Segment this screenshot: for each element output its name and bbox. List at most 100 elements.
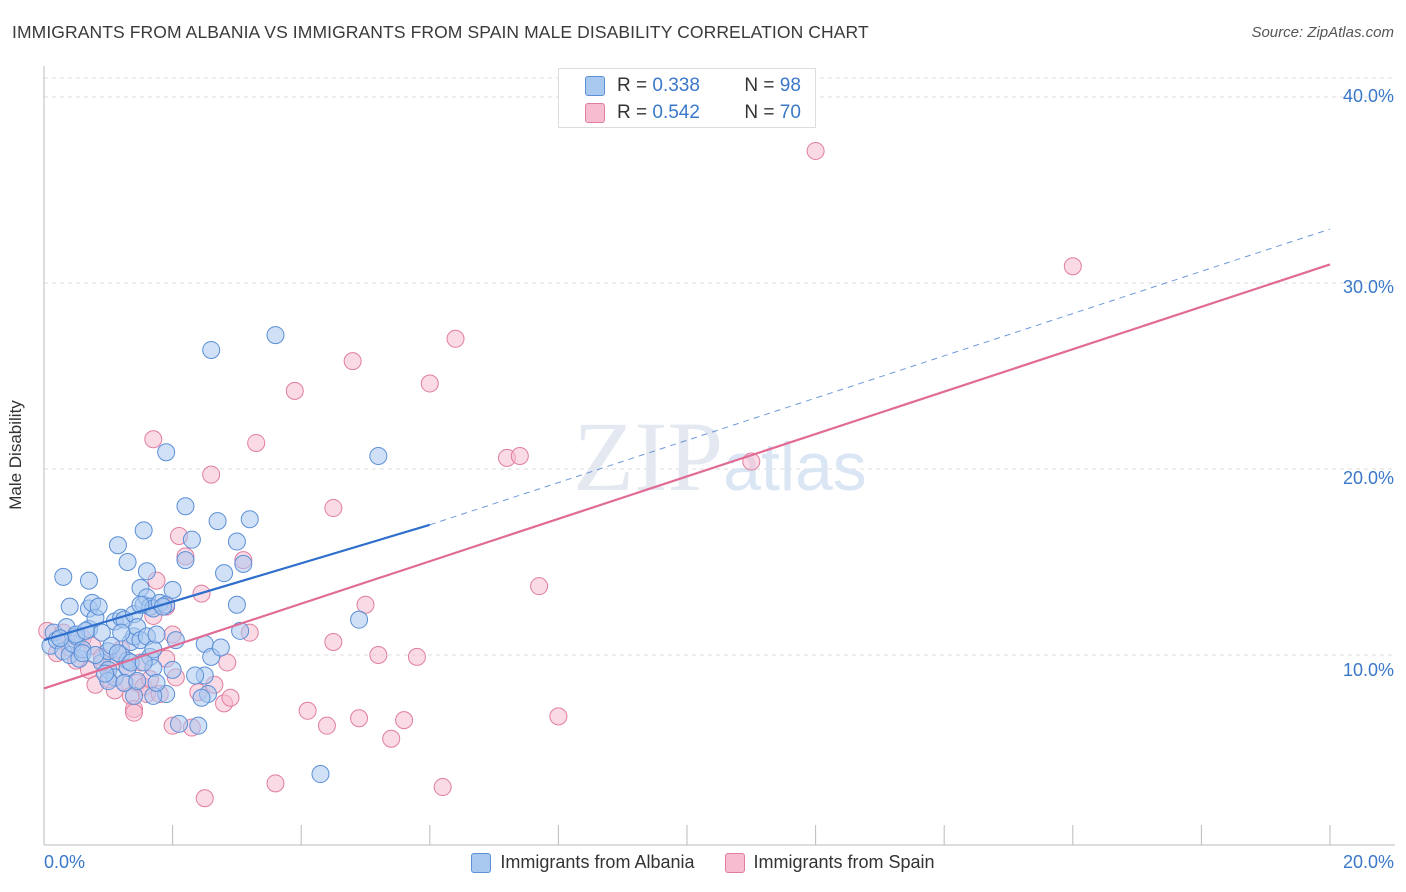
albania-point (80, 571, 99, 590)
stats-row-albania: R = 0.338 N = 98 (585, 73, 801, 99)
legend-item-albania[interactable]: Immigrants from Albania (471, 852, 695, 873)
spain-point (324, 632, 343, 651)
albania-trend-line (43, 523, 431, 642)
spain-point (324, 499, 343, 518)
spain-point (382, 729, 401, 748)
spain-point (195, 789, 214, 808)
albania-point (369, 446, 388, 465)
spain-point (806, 141, 825, 160)
albania-point (227, 595, 246, 614)
watermark-zip: ZIP (573, 401, 723, 512)
albania-point (189, 716, 208, 735)
trend-lines (43, 228, 1331, 690)
spain-point (407, 647, 426, 666)
albania-point (60, 597, 79, 616)
albania-point (89, 597, 108, 616)
spain-point (369, 646, 388, 664)
spain-point (298, 701, 317, 720)
legend-item-spain[interactable]: Immigrants from Spain (724, 852, 935, 873)
spain-point (218, 653, 237, 672)
y-tick-label: 40.0% (1342, 86, 1394, 106)
albania-points (41, 326, 388, 784)
watermark: ZIPatlas (573, 401, 867, 512)
albania-point (215, 564, 234, 583)
spain-point (202, 465, 221, 484)
spain-point (510, 446, 529, 465)
legend-label-spain: Immigrants from Spain (753, 852, 935, 872)
x-tick-label-min: 0.0% (44, 852, 86, 872)
albania-point (234, 554, 253, 573)
x-tick-label-max: 20.0% (1342, 852, 1394, 872)
albania-point (147, 673, 166, 692)
n-label: N = (744, 75, 775, 96)
spain-swatch (585, 103, 605, 123)
albania-point (86, 646, 105, 664)
albania-point (211, 638, 230, 657)
albania-point (170, 714, 189, 733)
spain-legend-swatch (724, 852, 745, 873)
spain-point (549, 707, 568, 726)
spain-point (530, 577, 549, 596)
series-legend: Immigrants from Albania Immigrants from … (0, 852, 1406, 873)
stats-legend: R = 0.338 N = 98 R = 0.542 N = 70 (558, 68, 816, 128)
albania-point (108, 536, 127, 555)
spain-point (125, 703, 144, 722)
albania-point (147, 625, 166, 644)
albania-swatch (585, 76, 605, 96)
spain-point (285, 381, 304, 400)
albania-point (350, 610, 369, 629)
r-label: R = (617, 102, 648, 123)
n-label: N = (744, 102, 775, 123)
albania-point (227, 532, 246, 551)
albania-legend-swatch (471, 852, 492, 873)
spain-point (395, 711, 414, 730)
spain-point (266, 774, 285, 793)
n-value: 70 (779, 102, 801, 123)
albania-point (54, 567, 73, 586)
spain-point (317, 716, 336, 735)
spain-point (144, 430, 163, 449)
albania-point (118, 553, 137, 571)
spain-point (446, 329, 465, 348)
r-value: 0.542 (652, 102, 700, 123)
spain-trend-line (43, 263, 1331, 690)
stats-row-spain: R = 0.542 N = 70 (585, 100, 801, 126)
albania-point (266, 326, 285, 345)
n-value: 98 (779, 75, 801, 96)
spain-point (433, 778, 452, 797)
chart-title: IMMIGRANTS FROM ALBANIA VS IMMIGRANTS FR… (12, 22, 869, 42)
albania-trend-extension (429, 228, 1331, 526)
albania-point (128, 672, 147, 691)
legend-label-albania: Immigrants from Albania (500, 852, 695, 872)
albania-point (182, 530, 201, 549)
spain-point (420, 374, 439, 393)
axes (43, 66, 1395, 846)
albania-point (112, 623, 131, 642)
spain-point (247, 433, 266, 452)
albania-point (186, 666, 205, 685)
albania-point (157, 443, 176, 462)
albania-point (163, 580, 182, 599)
y-tick-label: 30.0% (1342, 277, 1394, 297)
albania-point (208, 512, 227, 531)
albania-point (231, 621, 250, 640)
albania-point (163, 660, 182, 679)
spain-point (350, 709, 369, 728)
albania-point (202, 340, 221, 359)
albania-point (134, 521, 153, 540)
albania-point (176, 551, 195, 570)
r-value: 0.338 (652, 75, 700, 96)
albania-point (311, 765, 330, 784)
albania-point (134, 653, 153, 672)
albania-point (137, 562, 156, 581)
spain-point (1063, 257, 1082, 276)
source-label: Source: ZipAtlas.com (1251, 24, 1394, 41)
albania-point (51, 629, 70, 648)
spain-point (221, 688, 240, 707)
r-label: R = (617, 75, 648, 96)
y-tick-label: 20.0% (1342, 468, 1394, 488)
albania-point (192, 688, 211, 707)
spain-point (343, 352, 362, 371)
spain-points (38, 141, 1082, 808)
